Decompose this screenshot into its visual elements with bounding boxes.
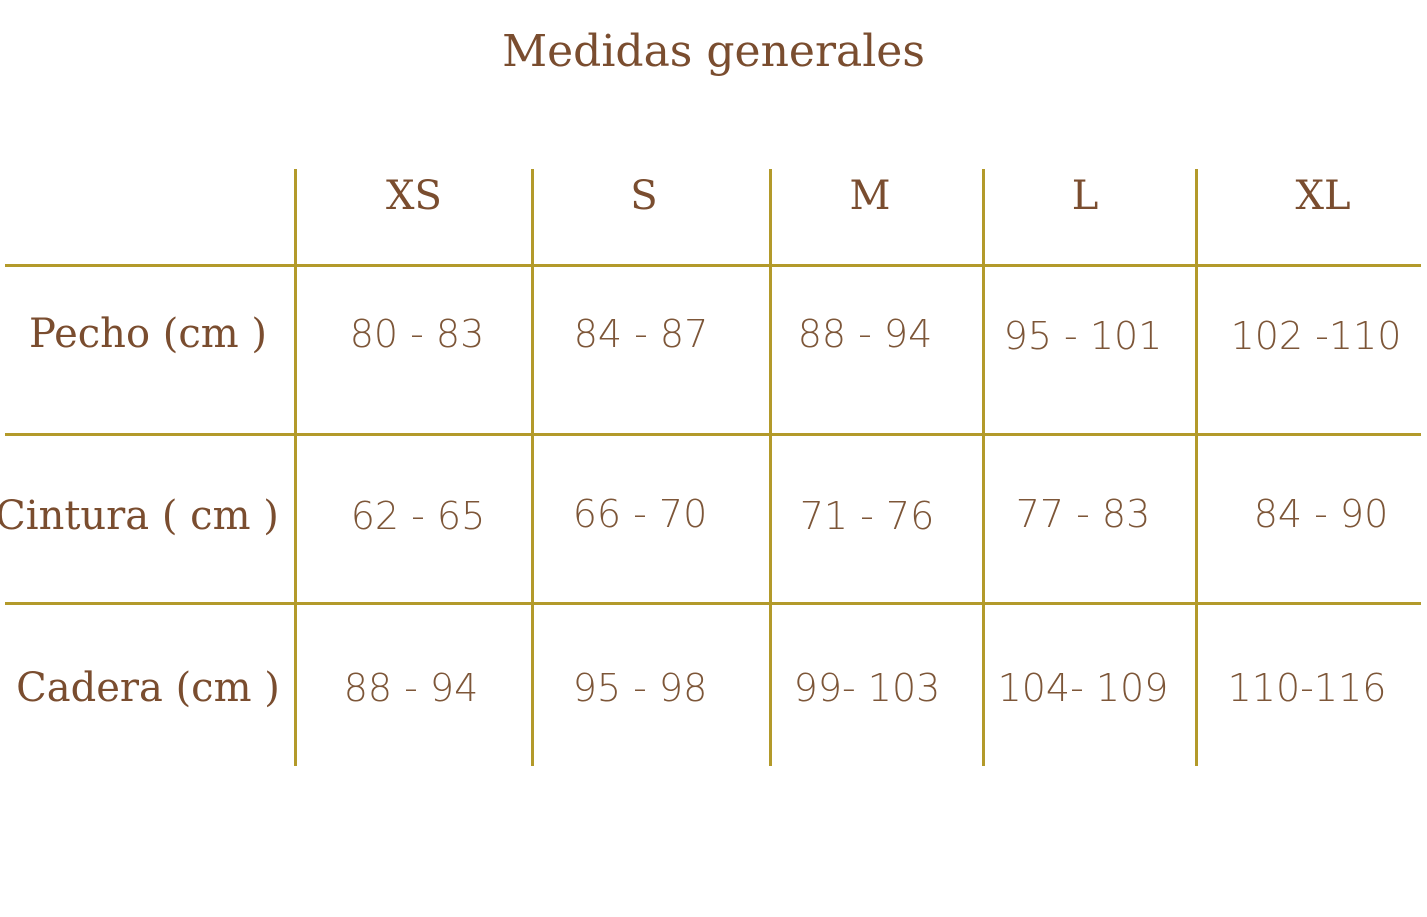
grid-line-horizontal (5, 433, 1421, 436)
table-cell: 71 - 76 (799, 494, 935, 538)
table-cell: 66 - 70 (572, 492, 708, 536)
grid-line-vertical (1195, 169, 1198, 766)
header-size-l: L (1071, 173, 1099, 219)
grid-line-horizontal (5, 264, 1421, 267)
header-size-xl: XL (1295, 173, 1351, 219)
table-cell: 95 - 101 (1003, 314, 1163, 358)
row-label-cadera: Cadera (cm ) (16, 665, 280, 711)
table-cell: 77 - 83 (1015, 492, 1151, 536)
table-cell: 62 - 65 (350, 494, 486, 538)
grid-line-vertical (769, 169, 772, 766)
table-cell: 80 - 83 (349, 312, 485, 356)
table-cell: 110-116 (1227, 666, 1387, 710)
table-cell: 84 - 87 (573, 312, 709, 356)
grid-line-horizontal (5, 602, 1421, 605)
table-cell: 102 -110 (1230, 314, 1402, 358)
table-cell: 84 - 90 (1253, 492, 1389, 536)
table-cell: 88 - 94 (343, 666, 479, 710)
table-cell: 95 - 98 (572, 666, 708, 710)
table-cell: 104- 109 (997, 666, 1169, 710)
row-label-pecho: Pecho (cm ) (28, 311, 267, 357)
header-size-m: M (849, 173, 891, 219)
grid-line-vertical (531, 169, 534, 766)
grid-line-vertical (294, 169, 297, 766)
row-label-cintura: Cintura ( cm ) (0, 493, 279, 539)
header-size-s: S (630, 173, 658, 219)
grid-line-vertical (982, 169, 985, 766)
page-title: Medidas generales (502, 26, 925, 77)
header-size-xs: XS (386, 173, 442, 219)
table-cell: 88 - 94 (797, 312, 933, 356)
table-cell: 99- 103 (793, 666, 941, 710)
